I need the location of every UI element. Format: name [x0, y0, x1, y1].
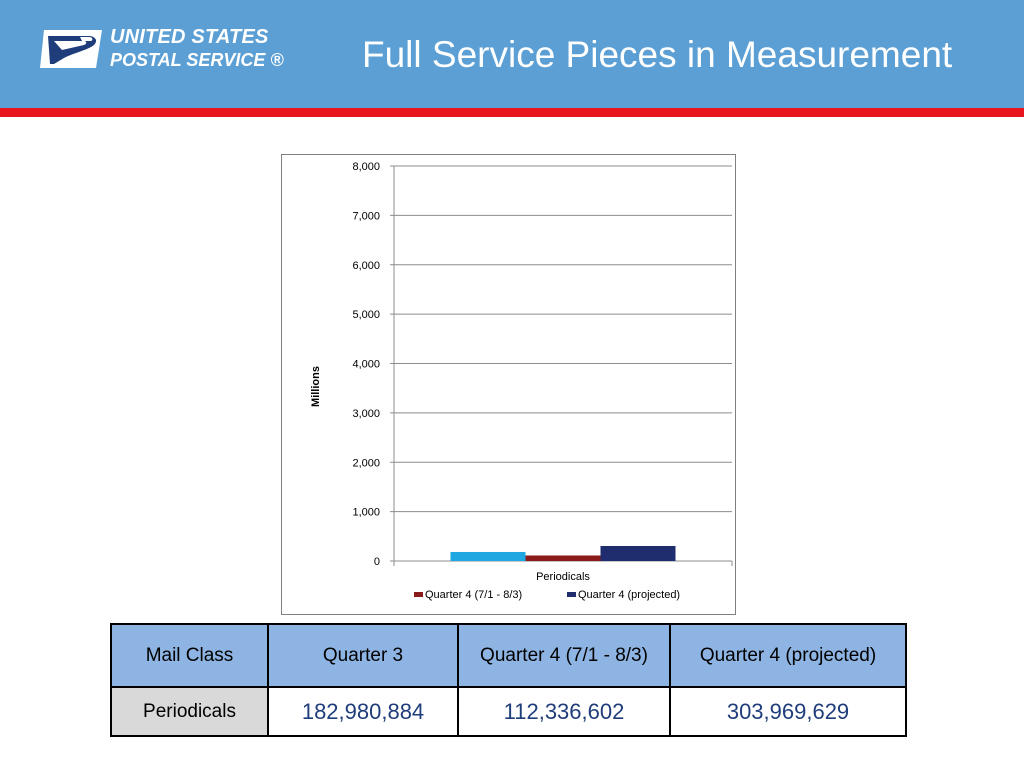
header-quarter-3: Quarter 3: [267, 623, 459, 688]
bar: [600, 545, 676, 561]
cell-quarter-4-partial: 112,336,602: [457, 686, 671, 737]
y-tick-label: 8,000: [352, 161, 380, 173]
x-category-label: Periodicals: [536, 571, 590, 583]
y-axis-label: Millions: [310, 366, 322, 407]
cell-quarter-4-projected: 303,969,629: [669, 686, 907, 737]
y-tick-label: 2,000: [352, 457, 380, 469]
y-tick-label: 4,000: [352, 359, 380, 371]
row-label-periodicals: Periodicals: [110, 686, 269, 737]
usps-logo: UNITED STATES POSTAL SERVICE ®: [40, 26, 300, 74]
data-table: Mail Class Quarter 3 Quarter 4 (7/1 - 8/…: [110, 623, 907, 737]
bar-chart: 0 1,000 2,000 3,000 4,000 5,000 6,000 7,000 8,00…: [310, 161, 733, 601]
y-tick-label: 7,000: [352, 210, 380, 222]
header-quarter-4-partial: Quarter 4 (7/1 - 8/3): [457, 623, 671, 688]
chart-frame: 0 1,000 2,000 3,000 4,000 5,000 6,000 7,000 8,00…: [281, 154, 736, 615]
bar: [525, 555, 601, 561]
y-tick-label: 5,000: [352, 309, 380, 321]
legend-swatch: [414, 592, 423, 597]
bar: [450, 551, 526, 561]
y-tick-label: 1,000: [352, 507, 380, 519]
legend-label: Quarter 4 (projected): [578, 589, 680, 601]
page-title: Full Service Pieces in Measurement: [362, 34, 953, 75]
table-row: Periodicals 182,980,884 112,336,602 303,…: [110, 686, 907, 737]
cell-quarter-3: 182,980,884: [267, 686, 459, 737]
table-header-row: Mail Class Quarter 3 Quarter 4 (7/1 - 8/…: [110, 623, 907, 688]
header-mail-class: Mail Class: [110, 623, 269, 688]
slide-header: UNITED STATES POSTAL SERVICE ® Full Serv…: [0, 0, 1024, 108]
logo-text-united-states: UNITED STATES: [110, 26, 269, 48]
logo-text-postal-service: POSTAL SERVICE ®: [110, 50, 284, 70]
accent-bar: [0, 108, 1024, 117]
header-quarter-4-projected: Quarter 4 (projected): [669, 623, 907, 688]
y-tick-label: 6,000: [352, 260, 380, 272]
eagle-logo-icon: [40, 30, 102, 68]
legend-swatch: [567, 592, 576, 597]
legend-label: Quarter 4 (7/1 - 8/3): [425, 589, 522, 601]
y-tick-label: 0: [374, 556, 380, 568]
y-tick-label: 3,000: [352, 408, 380, 420]
